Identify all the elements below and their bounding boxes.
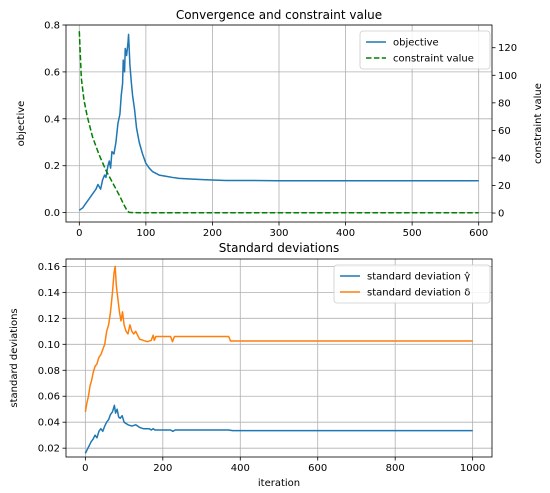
y-tick-label: 0.16 xyxy=(38,262,60,273)
legend-label-1: standard deviation δ xyxy=(367,288,470,299)
y-tick-label: 0.8 xyxy=(44,21,60,32)
legend-label-0: objective xyxy=(393,38,439,49)
y-tick-label: 0.14 xyxy=(38,288,60,299)
x-tick-label: 200 xyxy=(153,463,172,474)
x-tick-label: 500 xyxy=(403,228,422,239)
x-tick-label: 300 xyxy=(269,228,288,239)
chart-title: Standard deviations xyxy=(219,241,339,255)
y-tick-label: 0.2 xyxy=(44,161,60,172)
legend-label-0: standard deviation γ̂ xyxy=(367,271,470,283)
x-tick-label: 1000 xyxy=(460,463,485,474)
y-tick-label: 0.12 xyxy=(38,314,60,325)
y-tick-label: 0.10 xyxy=(38,340,60,351)
series-line-1 xyxy=(84,265,473,412)
y-right-tick-label: 40 xyxy=(498,153,511,164)
y-tick-label: 0.08 xyxy=(38,366,60,377)
y-right-tick-label: 0 xyxy=(498,209,504,220)
x-tick-label: 100 xyxy=(136,228,155,239)
y-right-tick-label: 120 xyxy=(498,43,517,54)
series-line-0 xyxy=(78,33,479,211)
x-tick-label: 0 xyxy=(82,463,88,474)
x-tick-label: 800 xyxy=(386,463,405,474)
y-tick-label: 0.02 xyxy=(38,444,60,455)
y-tick-label: 0.4 xyxy=(44,114,60,125)
legend-box xyxy=(359,30,491,70)
plot-frame xyxy=(65,258,493,458)
chart-standard-deviations: 0 200 400 600 800 1000 0.02 0.04 0.06 0.08 0.10 0.1… xyxy=(9,241,493,489)
y-axis-label: objective xyxy=(16,101,27,147)
chart-title: Convergence and constraint value xyxy=(176,8,382,22)
y-right-tick-label: 20 xyxy=(498,181,511,192)
y-tick-label: 0.06 xyxy=(38,392,60,403)
x-tick-label: 400 xyxy=(336,228,355,239)
y-right-tick-label: 80 xyxy=(498,98,511,109)
x-tick-label: 0 xyxy=(76,228,82,239)
x-tick-label: 600 xyxy=(308,463,327,474)
x-tick-label: 200 xyxy=(203,228,222,239)
y-right-axis-label: constraint value xyxy=(533,83,544,164)
series-line-0 xyxy=(84,404,473,454)
legend: standard deviation γ̂ standard deviation … xyxy=(333,264,491,304)
y-right-tick-label: 100 xyxy=(498,71,517,82)
legend-box xyxy=(333,264,491,304)
x-tick-label: 600 xyxy=(469,228,488,239)
legend: objective constraint value xyxy=(359,30,491,70)
y-axis-label: standard deviations xyxy=(9,308,20,407)
x-axis-label: iteration xyxy=(258,478,300,489)
series-line-1 xyxy=(78,31,479,214)
y-right-tick-label: 60 xyxy=(498,126,511,137)
y-tick-label: 0.6 xyxy=(44,67,60,78)
y-tick-label: 0.04 xyxy=(38,418,60,429)
y-tick-label: 0.0 xyxy=(44,208,60,219)
x-tick-label: 400 xyxy=(231,463,250,474)
legend-label-1: constraint value xyxy=(393,54,474,65)
chart-convergence: 0 100 200 300 400 500 600 0.0 0.2 0.4 0.6 0.8 0 20 40 6… xyxy=(16,8,544,239)
